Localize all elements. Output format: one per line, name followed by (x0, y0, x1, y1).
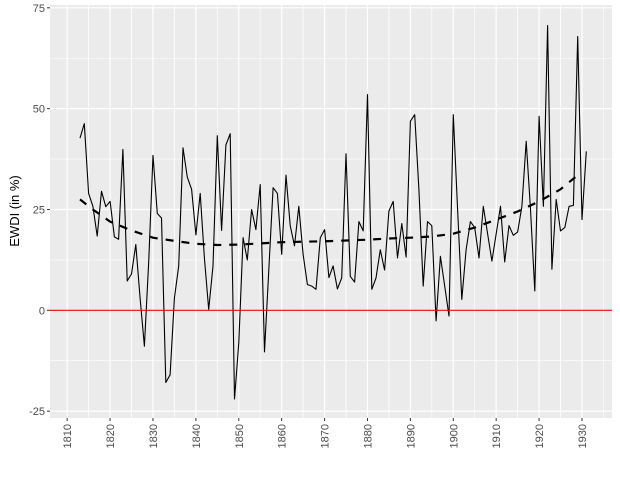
x-tick-label: 1920 (534, 424, 546, 448)
major-gridlines (50, 5, 612, 418)
series-line (79, 25, 587, 400)
x-tick-label: 1830 (148, 424, 160, 448)
x-tick-label: 1850 (234, 424, 246, 448)
y-tick-label: 75 (33, 3, 45, 15)
minor-gridlines (50, 5, 612, 418)
trend-line (79, 174, 579, 247)
axes: 1810 1820 1830 1840 1850 1860 1870 1880 1890 1900… (29, 3, 589, 449)
y-tick-label: 0 (39, 305, 45, 317)
x-tick-label: 1840 (191, 424, 203, 448)
x-tick-label: 1810 (62, 424, 74, 448)
x-tick-label: 1870 (320, 424, 332, 448)
plot-panel (50, 5, 612, 418)
y-tick-label: -25 (29, 406, 45, 418)
x-tick-label: 1820 (105, 424, 117, 448)
x-tick-label: 1860 (277, 424, 289, 448)
x-tick-label: 1910 (491, 424, 503, 448)
y-axis-title: EWDI (in %) (7, 175, 22, 247)
x-tick-label: 1900 (448, 424, 460, 448)
data-marks (50, 25, 612, 400)
y-tick-label: 25 (33, 204, 45, 216)
x-tick-label: 1880 (362, 424, 374, 448)
x-tick-label: 1930 (577, 424, 589, 448)
x-tick-label: 1890 (405, 424, 417, 448)
y-tick-label: 50 (33, 104, 45, 116)
